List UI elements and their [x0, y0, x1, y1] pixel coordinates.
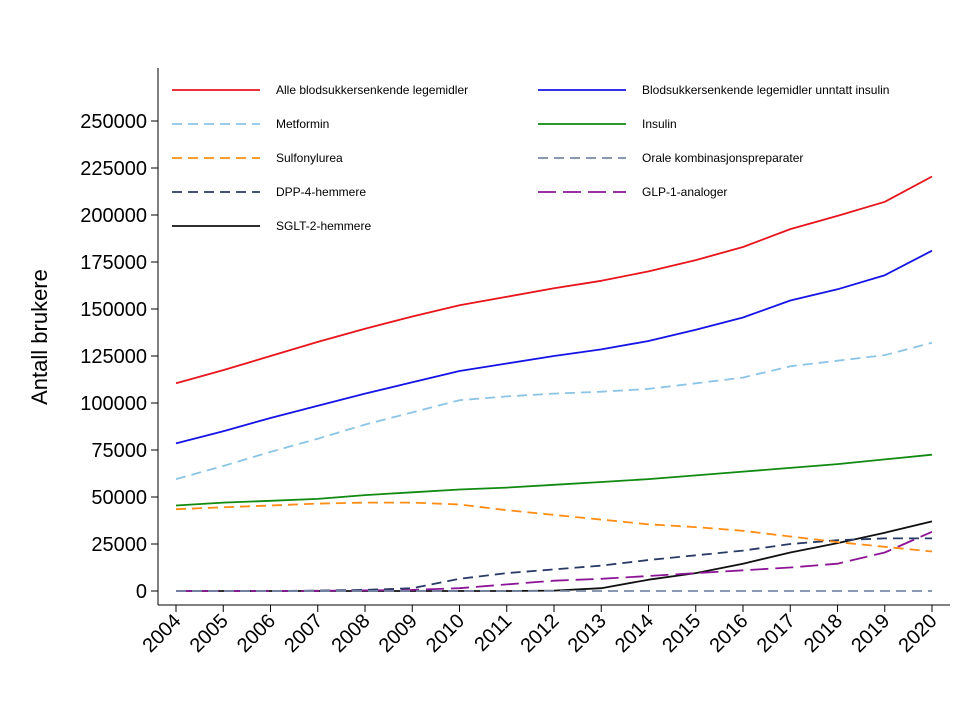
legend-label: SGLT-2-hemmere	[276, 219, 371, 233]
legend-label: Metformin	[276, 117, 329, 131]
legend-item: Orale kombinasjonspreparater	[538, 151, 803, 165]
legend-label: DPP-4-hemmere	[276, 185, 366, 199]
x-tick-label: 2011	[470, 610, 516, 656]
y-axis-label: Antall brukere	[27, 269, 52, 405]
x-tick-label: 2012	[517, 610, 564, 657]
series-line-glp-1-analoger	[176, 530, 933, 592]
x-tick-label: 2016	[706, 610, 753, 657]
x-tick-label: 2004	[139, 610, 186, 657]
series-line-metformin	[175, 341, 933, 480]
legend-label: Alle blodsukkersenkende legemidler	[276, 83, 468, 97]
chart-axes	[157, 68, 950, 606]
y-tick-label: 0	[136, 581, 147, 603]
legend-item: Blodsukkersenkende legemidler unntatt in…	[538, 83, 889, 97]
x-tick-label: 2006	[233, 610, 280, 657]
x-tick-label: 2019	[847, 610, 894, 657]
y-tick-label: 125000	[80, 346, 147, 368]
legend-item: Alle blodsukkersenkende legemidler	[172, 83, 468, 97]
y-tick-label: 150000	[80, 299, 147, 321]
x-tick-label: 2005	[186, 610, 233, 657]
x-tick-label: 2009	[375, 610, 422, 657]
legend-item: GLP-1-analoger	[538, 185, 727, 199]
series-line-alle-blodsukkersenkende-legemidler	[175, 175, 933, 385]
x-tick-label: 2018	[800, 610, 847, 657]
y-tick-label: 50000	[91, 487, 147, 509]
chart-legend: Alle blodsukkersenkende legemidler Blodsu…	[172, 83, 889, 233]
y-tick-label: 200000	[80, 205, 147, 227]
legend-label: GLP-1-analoger	[642, 185, 727, 199]
y-tick-label: 25000	[91, 534, 147, 556]
x-tick-label: 2013	[564, 610, 611, 657]
x-tick-label: 2007	[280, 610, 327, 657]
legend-label: Orale kombinasjonspreparater	[642, 151, 803, 165]
x-ticks: 2004 2005 2006 2007 2008 2009 2010 2011 2012 2013…	[139, 605, 942, 657]
series-layer	[175, 175, 933, 592]
x-tick-label: 2017	[753, 610, 800, 657]
y-tick-label: 250000	[80, 111, 147, 133]
legend-label: Blodsukkersenkende legemidler unntatt in…	[642, 83, 889, 97]
legend-item: SGLT-2-hemmere	[172, 219, 371, 233]
y-ticks: 0 25000 50000 75000 100000 125000 150000 175000…	[80, 111, 158, 603]
legend-item: Metformin	[172, 117, 329, 131]
x-tick-label: 2015	[658, 610, 705, 657]
y-tick-label: 100000	[80, 393, 147, 415]
series-line-sulfonylurea	[175, 501, 933, 553]
legend-item: Insulin	[538, 117, 677, 131]
y-tick-label: 175000	[80, 252, 147, 274]
series-line-blodsukkersenkende-legemidler-unntatt-insulin	[175, 249, 933, 445]
series-line-insulin	[175, 453, 933, 507]
x-tick-label: 2008	[328, 610, 375, 657]
y-tick-label: 75000	[91, 440, 147, 462]
legend-label: Insulin	[642, 117, 677, 131]
y-tick-label: 225000	[80, 158, 147, 180]
legend-item: Sulfonylurea	[172, 151, 343, 165]
x-tick-label: 2014	[611, 610, 658, 657]
series-line-dpp-4-hemmere	[176, 537, 932, 592]
legend-label: Sulfonylurea	[276, 151, 343, 165]
x-tick-label: 2010	[422, 610, 469, 657]
legend-item: DPP-4-hemmere	[172, 185, 366, 199]
x-tick-label: 2020	[895, 610, 942, 657]
